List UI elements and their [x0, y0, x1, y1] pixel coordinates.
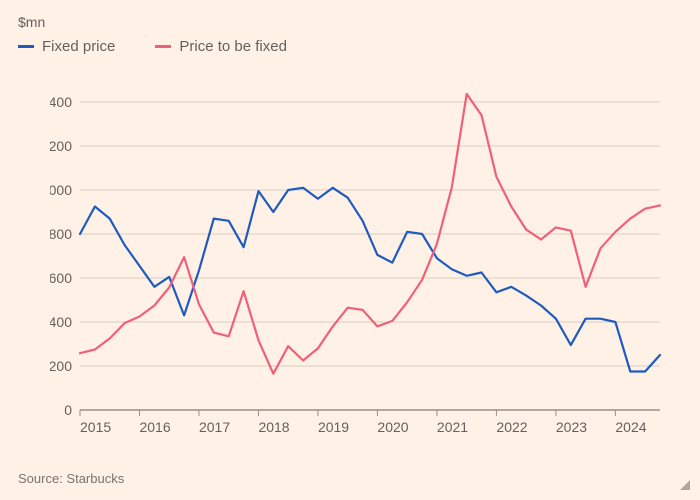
svg-text:2024: 2024	[615, 419, 646, 435]
y-gridlines	[80, 102, 660, 410]
x-tick-labels: 2015 2016 2017 2018 2019 2020 2021 2022 2023 2024	[80, 410, 647, 435]
svg-text:600: 600	[50, 270, 72, 286]
svg-text:2020: 2020	[377, 419, 408, 435]
svg-text:2019: 2019	[318, 419, 349, 435]
svg-text:2022: 2022	[496, 419, 527, 435]
resize-corner-icon	[680, 480, 690, 490]
legend: Fixed price Price to be fixed	[18, 38, 287, 55]
svg-text:2023: 2023	[556, 419, 587, 435]
svg-text:800: 800	[50, 226, 72, 242]
svg-text:2018: 2018	[258, 419, 289, 435]
legend-swatch-icon	[155, 45, 171, 48]
legend-item-price-to-be-fixed: Price to be fixed	[155, 38, 287, 55]
y-axis-label: $mn	[18, 14, 45, 30]
plot-area: 0200400600800100012001400 20152016201720…	[50, 70, 670, 440]
legend-label: Price to be fixed	[179, 38, 287, 55]
svg-text:200: 200	[50, 358, 72, 374]
svg-text:2015: 2015	[80, 419, 111, 435]
y-tick-labels: 0 200 400 600 800 1000 1200 1400	[50, 94, 72, 418]
legend-swatch-icon	[18, 45, 34, 48]
svg-text:400: 400	[50, 314, 72, 330]
svg-text:1400: 1400	[50, 94, 72, 110]
source-attribution: Source: Starbucks	[18, 471, 124, 486]
svg-text:2016: 2016	[139, 419, 170, 435]
legend-label: Fixed price	[42, 38, 115, 55]
svg-text:1000: 1000	[50, 182, 72, 198]
series-line-fixed-price	[80, 188, 660, 372]
svg-text:2017: 2017	[199, 419, 230, 435]
svg-text:2021: 2021	[437, 419, 468, 435]
svg-text:1200: 1200	[50, 138, 72, 154]
chart-container: $mn Fixed price Price to be fixed 0 200 40…	[0, 0, 700, 500]
svg-text:0: 0	[64, 402, 72, 418]
legend-item-fixed-price: Fixed price	[18, 38, 115, 55]
